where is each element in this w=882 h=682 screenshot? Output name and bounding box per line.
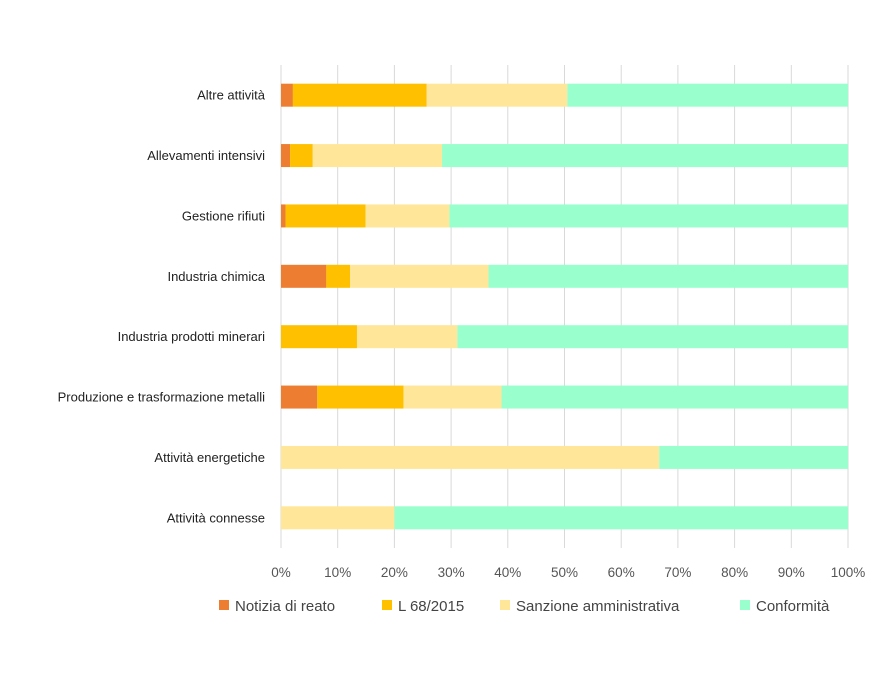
x-tick-label: 40% [494,565,521,580]
category-label: Altre attività [197,88,266,103]
x-tick-label: 80% [721,565,748,580]
bar-segment [281,264,327,288]
x-tick-label: 30% [438,565,465,580]
bar-segment [281,325,357,349]
bar-segment [326,264,351,288]
bar-segment [281,83,293,107]
category-label: Industria prodotti minerari [118,329,266,344]
bar-segment [659,445,848,469]
bar-segment [281,204,286,228]
x-tick-label: 10% [324,565,351,580]
legend-label: Conformità [756,598,830,615]
bar-segment [394,506,848,530]
x-tick-label: 0% [271,565,291,580]
bar-segment [426,83,568,107]
x-tick-label: 70% [664,565,691,580]
bar-segment [449,204,848,228]
legend-swatch [500,600,510,610]
x-tick-label: 60% [608,565,635,580]
legend-swatch [219,600,229,610]
category-label: Industria chimica [167,269,265,284]
legend-label: Notizia di reato [235,598,335,615]
bar-segment [457,325,848,349]
category-label: Produzione e trasformazione metalli [58,390,265,405]
x-tick-label: 50% [551,565,578,580]
bar-segment [442,144,848,168]
bar-segment [285,204,366,228]
bar-segment [488,264,848,288]
category-label: Gestione rifiuti [182,208,265,223]
bar-segment [281,385,318,409]
bar-segment [501,385,848,409]
category-label: Attività connesse [167,510,265,525]
legend-swatch [382,600,392,610]
bar-segment [403,385,502,409]
bar-segment [290,144,313,168]
x-tick-label: 100% [831,565,866,580]
bar-segment [365,204,450,228]
x-tick-label: 20% [381,565,408,580]
bar-segment [281,445,660,469]
bar-segment [567,83,848,107]
bar-segment [292,83,427,107]
category-label: Allevamenti intensivi [147,148,265,163]
bar-segment [312,144,443,168]
legend-label: L 68/2015 [398,598,464,615]
legend-label: Sanzione amministrativa [516,598,680,615]
category-label: Attività energetiche [154,450,265,465]
bar-segment [281,506,395,530]
legend-swatch [740,600,750,610]
bar-segment [356,325,458,349]
bar-segment [281,144,291,168]
bar-segment [317,385,404,409]
bar-segment [350,264,489,288]
x-tick-label: 90% [778,565,805,580]
